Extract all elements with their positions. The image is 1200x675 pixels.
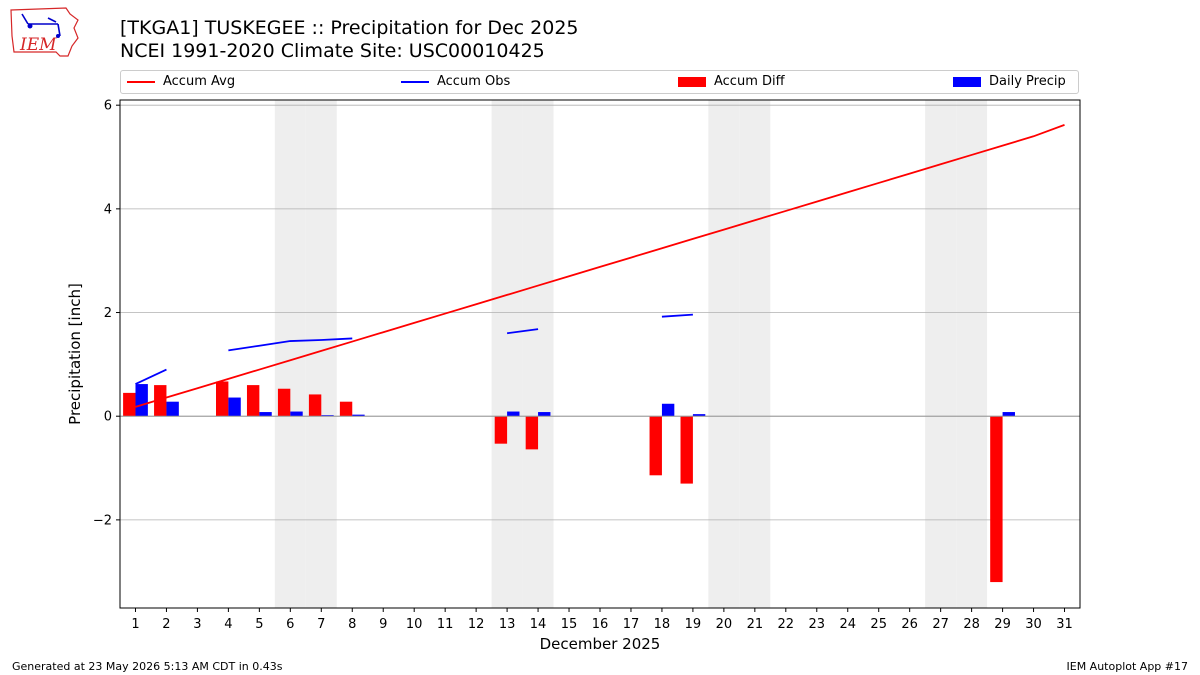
weekend-band-6 <box>274 100 306 608</box>
xtick-label-11: 11 <box>437 617 454 632</box>
legend-item-accum-diff: Accum Diff <box>678 74 785 92</box>
weekend-band-13 <box>491 100 523 608</box>
xtick-label-25: 25 <box>870 617 887 632</box>
legend-item-accum-avg: Accum Avg <box>127 74 235 92</box>
legend-label-daily-precip: Daily Precip <box>989 74 1066 89</box>
legend-item-accum-obs: Accum Obs <box>401 74 510 92</box>
xtick-label-16: 16 <box>592 617 609 632</box>
bar-daily-precip-day-19 <box>692 414 706 417</box>
ytick-label--2: −2 <box>93 513 112 528</box>
bar-accum-diff-day-2 <box>154 385 167 417</box>
bar-accum-diff-day-18 <box>649 416 662 476</box>
bar-daily-precip-day-18 <box>661 403 675 417</box>
xtick-label-10: 10 <box>406 617 423 632</box>
xtick-label-19: 19 <box>685 617 702 632</box>
weekend-band-21 <box>739 100 771 608</box>
ytick-label-6: 6 <box>104 99 112 114</box>
xtick-label-30: 30 <box>1025 617 1042 632</box>
xtick-label-20: 20 <box>716 617 733 632</box>
xtick-label-4: 4 <box>224 617 232 632</box>
legend-label-accum-obs: Accum Obs <box>437 74 511 89</box>
bar-daily-precip-day-8 <box>352 414 365 417</box>
bar-accum-diff-day-6 <box>277 388 291 417</box>
bar-daily-precip-day-7 <box>321 415 334 417</box>
xtick-label-8: 8 <box>348 617 356 632</box>
weekend-band-14 <box>522 100 554 608</box>
legend-swatch-accum-obs <box>401 80 429 83</box>
xtick-label-22: 22 <box>778 617 795 632</box>
xtick-label-3: 3 <box>193 617 201 632</box>
line-accum-obs-segment-1 <box>228 337 353 352</box>
x-axis-label: December 2025 <box>540 635 661 653</box>
chart-title: [TKGA1] TUSKEGEE :: Precipitation for De… <box>120 17 579 39</box>
xtick-label-2: 2 <box>162 617 170 632</box>
bar-daily-precip-day-1 <box>135 384 148 417</box>
xtick-label-26: 26 <box>901 617 918 632</box>
bar-accum-diff-day-19 <box>680 416 693 484</box>
ytick-label-4: 4 <box>104 202 112 217</box>
legend-item-daily-precip: Daily Precip <box>953 74 1066 92</box>
footer-app: IEM Autoplot App #17 <box>1066 660 1189 673</box>
weekend-band-28 <box>956 100 988 608</box>
xtick-label-12: 12 <box>468 617 485 632</box>
xtick-label-23: 23 <box>809 617 826 632</box>
bar-daily-precip-day-29 <box>1002 412 1015 417</box>
bar-accum-diff-day-4 <box>216 381 229 417</box>
lines <box>135 124 1065 408</box>
xtick-label-31: 31 <box>1056 617 1073 632</box>
legend-label-accum-diff: Accum Diff <box>714 74 785 89</box>
bar-accum-diff-day-1 <box>123 392 136 417</box>
weekend-band-20 <box>708 100 740 608</box>
line-accum-obs-segment-3 <box>661 313 693 318</box>
xtick-label-14: 14 <box>530 617 547 632</box>
legend-swatch-accum-diff <box>678 76 706 87</box>
bar-accum-diff-day-29 <box>990 416 1003 583</box>
xtick-label-15: 15 <box>561 617 578 632</box>
bar-accum-diff-day-7 <box>308 394 322 417</box>
legend-swatch-daily-precip <box>953 76 981 87</box>
weekend-band-27 <box>925 100 957 608</box>
line-accum-avg <box>135 124 1065 408</box>
xtick-label-1: 1 <box>131 617 139 632</box>
ytick-label-0: 0 <box>104 410 112 425</box>
xtick-label-24: 24 <box>839 617 856 632</box>
bar-accum-diff-day-8 <box>339 401 353 417</box>
bars <box>123 381 1015 583</box>
bar-daily-precip-day-5 <box>259 412 272 417</box>
bar-accum-diff-day-13 <box>494 416 508 444</box>
xtick-label-27: 27 <box>932 617 949 632</box>
xtick-label-13: 13 <box>499 617 516 632</box>
line-accum-obs-segment-2 <box>506 328 539 335</box>
iem-logo-icon: IEM <box>10 7 79 57</box>
xtick-label-7: 7 <box>317 617 325 632</box>
bar-accum-diff-day-14 <box>525 416 539 450</box>
xtick-label-18: 18 <box>654 617 671 632</box>
logo-text: IEM <box>19 35 57 55</box>
line-accum-obs-segment-0 <box>135 368 167 385</box>
bar-daily-precip-day-14 <box>538 412 551 417</box>
ytick-label-2: 2 <box>104 306 112 321</box>
y-axis-label: Precipitation [inch] <box>66 283 84 425</box>
legend: Accum Avg Accum Obs Accum Diff Daily Pre… <box>120 70 1079 94</box>
bar-daily-precip-day-2 <box>166 401 179 417</box>
legend-label-accum-avg: Accum Avg <box>163 74 236 89</box>
legend-swatch-accum-avg <box>127 80 155 83</box>
weekend-shading <box>274 100 988 608</box>
xtick-label-21: 21 <box>747 617 764 632</box>
bar-daily-precip-day-13 <box>507 411 520 417</box>
xtick-label-28: 28 <box>963 617 980 632</box>
xtick-label-5: 5 <box>255 617 263 632</box>
xtick-label-29: 29 <box>994 617 1011 632</box>
xtick-label-17: 17 <box>623 617 640 632</box>
chart-subtitle: NCEI 1991-2020 Climate Site: USC00010425 <box>120 40 545 62</box>
bar-daily-precip-day-4 <box>228 397 241 417</box>
bar-daily-precip-day-6 <box>290 411 303 417</box>
xtick-label-6: 6 <box>286 617 294 632</box>
footer-generated: Generated at 23 May 2026 5:13 AM CDT in … <box>12 660 283 673</box>
xtick-label-9: 9 <box>379 617 387 632</box>
bar-accum-diff-day-5 <box>246 385 260 417</box>
